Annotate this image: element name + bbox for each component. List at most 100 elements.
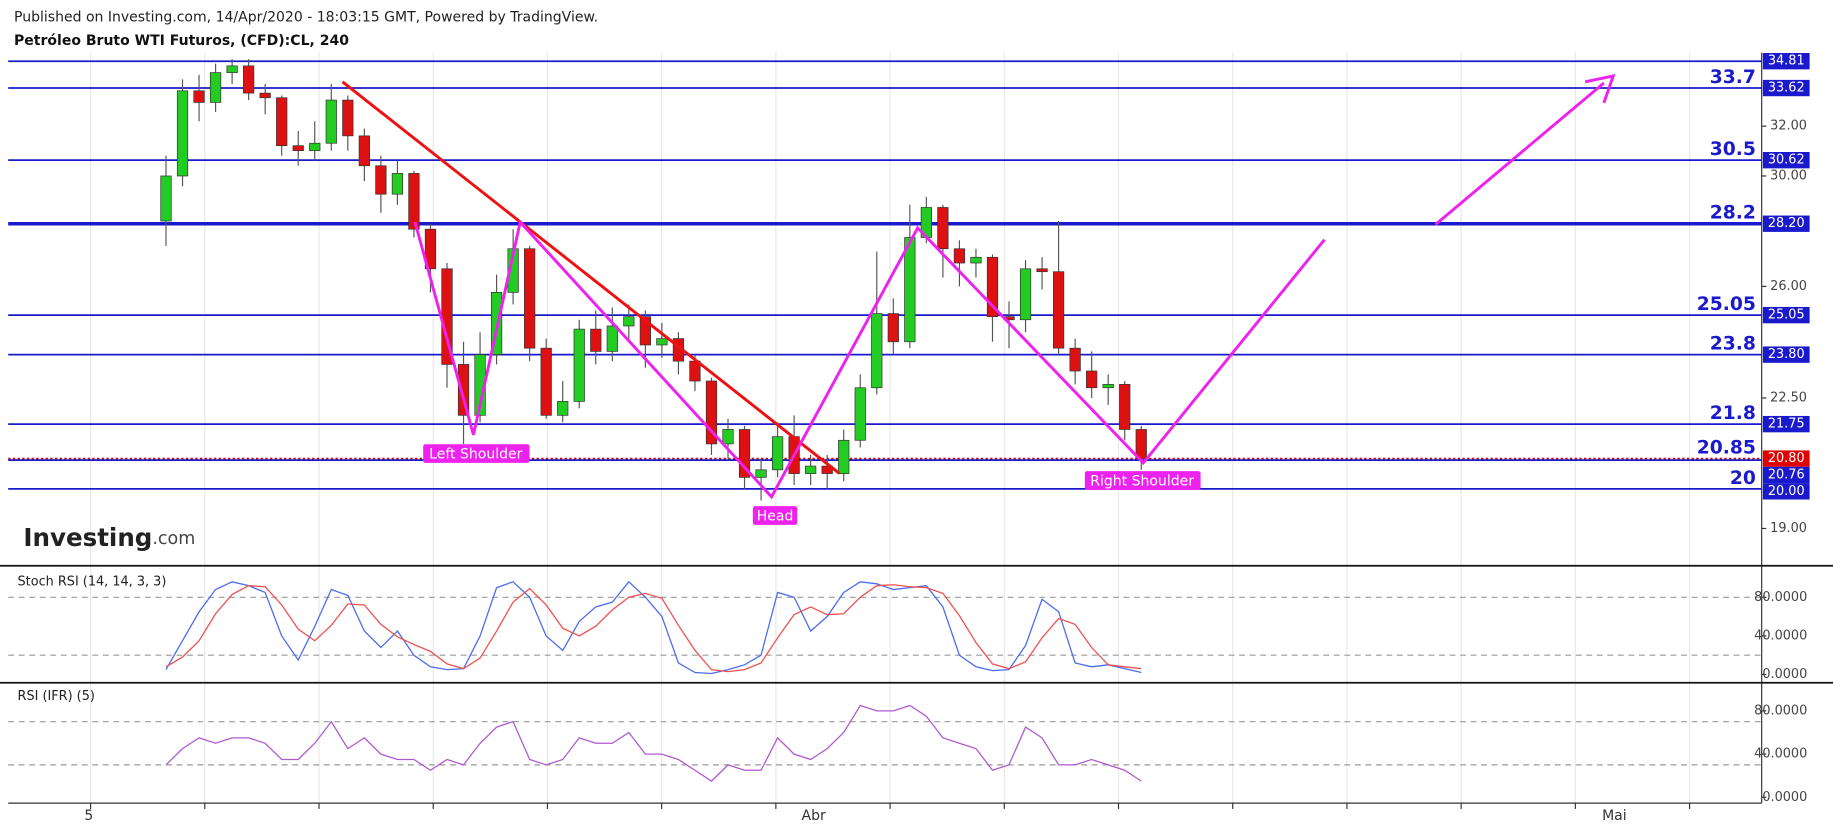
candle-body <box>1052 271 1065 349</box>
indicator-title: RSI (IFR) (5) <box>18 689 95 704</box>
price-tag-label: 20.00 <box>1768 484 1805 499</box>
candle-body <box>590 328 602 352</box>
candle-body <box>1086 370 1098 389</box>
price-tag <box>1762 53 1810 70</box>
symbol-title: Petróleo Bruto WTI Futuros, (CFD):CL, 24… <box>14 33 349 49</box>
pattern-line <box>413 219 1326 500</box>
y-tick-label: 40.0000 <box>1754 747 1807 762</box>
y-tick-label: 80.0000 <box>1754 590 1807 605</box>
candle-body <box>424 228 437 270</box>
y-tick-label: 80.0000 <box>1754 703 1807 718</box>
candle-body <box>705 380 718 445</box>
price-tag-label: 34.81 <box>1768 54 1805 69</box>
candle-body <box>639 316 651 346</box>
candle-body <box>457 364 470 416</box>
pattern-label: Right Shoulder <box>1090 474 1194 490</box>
y-tick-label: 22.50 <box>1770 390 1807 405</box>
drawings: Left Shoulder Head Right Shoulder Invest… <box>23 74 1616 552</box>
price-tag-label: 20.76 <box>1768 467 1805 482</box>
candle-body <box>722 429 734 445</box>
price-tag-label: 21.75 <box>1768 417 1805 432</box>
candle-body <box>358 135 370 167</box>
candle-body <box>1036 268 1048 273</box>
candle-body <box>259 92 271 99</box>
candle-body <box>276 97 288 147</box>
price-tag <box>1762 346 1810 363</box>
candle-body <box>838 439 850 474</box>
label-box <box>752 506 798 525</box>
candle-body <box>606 325 618 352</box>
pattern-label: Head <box>757 509 794 525</box>
level-note: 20 <box>1730 468 1756 489</box>
price-tag-label: 25.05 <box>1768 308 1805 323</box>
candle-body <box>557 401 569 416</box>
grid <box>90 52 1691 804</box>
candle-body <box>375 165 387 195</box>
price-tag <box>1762 466 1810 484</box>
candle-body <box>160 175 172 222</box>
candle-body <box>771 436 784 471</box>
candle-body <box>176 90 189 177</box>
candle-body <box>573 328 585 402</box>
candle-body <box>408 173 420 230</box>
y-tick-label: 32.00 <box>1770 119 1807 134</box>
candle-body <box>738 429 751 478</box>
arrow-head <box>1584 74 1616 104</box>
y-tick-label: 40.0000 <box>1754 628 1807 643</box>
candle-body <box>1069 347 1081 372</box>
x-tick-label: 5 <box>84 808 93 824</box>
price-tag-label: 30.62 <box>1768 153 1805 168</box>
candle-body <box>540 347 552 416</box>
candle-body <box>755 469 767 478</box>
candle-body <box>656 338 668 346</box>
price-tag <box>1762 415 1810 433</box>
candle-body <box>854 387 866 441</box>
label-box <box>423 444 530 463</box>
candle-body <box>524 248 536 349</box>
price-tag <box>1762 450 1810 467</box>
candle-body <box>805 465 817 474</box>
price-tag <box>1762 79 1810 97</box>
candle-body <box>243 65 255 94</box>
price-tag <box>1762 215 1810 232</box>
candle-body <box>292 145 304 152</box>
logo: Investing.com <box>23 523 195 552</box>
indicator-line <box>165 584 1142 673</box>
level-note: 25.05 <box>1697 294 1756 315</box>
candle-body <box>309 142 321 152</box>
candle-body <box>937 207 949 250</box>
axes: 5 Abr Mai 32.00 30.00 26.00 22.50 19.00 34.81 33.… <box>0 52 1833 824</box>
label-box <box>1084 471 1201 490</box>
level-note: 33.7 <box>1710 67 1756 88</box>
price-tag <box>1762 151 1810 169</box>
price-tag <box>1762 306 1810 324</box>
y-tick-label: 30.00 <box>1770 168 1807 183</box>
level-note: 28.2 <box>1710 203 1756 224</box>
price-tag-label: 28.20 <box>1768 216 1805 231</box>
price-tag-label: 23.80 <box>1768 347 1805 362</box>
published-note: Published on Investing.com, 14/Apr/2020 … <box>14 10 598 26</box>
x-tick-label: Abr <box>802 808 826 824</box>
logo-suffix: .com <box>152 529 195 549</box>
candle-body <box>623 316 635 327</box>
y-tick-label: 26.00 <box>1770 279 1807 294</box>
candle-body <box>1102 384 1114 389</box>
level-note: 21.8 <box>1710 403 1756 424</box>
candle-body <box>1119 384 1131 430</box>
indicator-line <box>165 580 1142 675</box>
y-tick-label: 0.0000 <box>1762 790 1807 805</box>
trend-line <box>341 80 841 475</box>
candle-body <box>1019 268 1032 321</box>
price-tag-label: 33.62 <box>1768 81 1805 96</box>
candle-body <box>986 256 999 318</box>
level-note: 30.5 <box>1710 139 1756 160</box>
logo-main: Investing <box>23 523 152 552</box>
candle-body <box>226 65 238 73</box>
candle-body <box>970 256 982 264</box>
indicators: Stoch RSI (14, 14, 3, 3) RSI (IFR) (5) <box>8 575 1762 782</box>
candle-body <box>887 313 899 343</box>
price-tag-label: 20.80 <box>1768 451 1805 466</box>
candle-body <box>871 313 883 389</box>
